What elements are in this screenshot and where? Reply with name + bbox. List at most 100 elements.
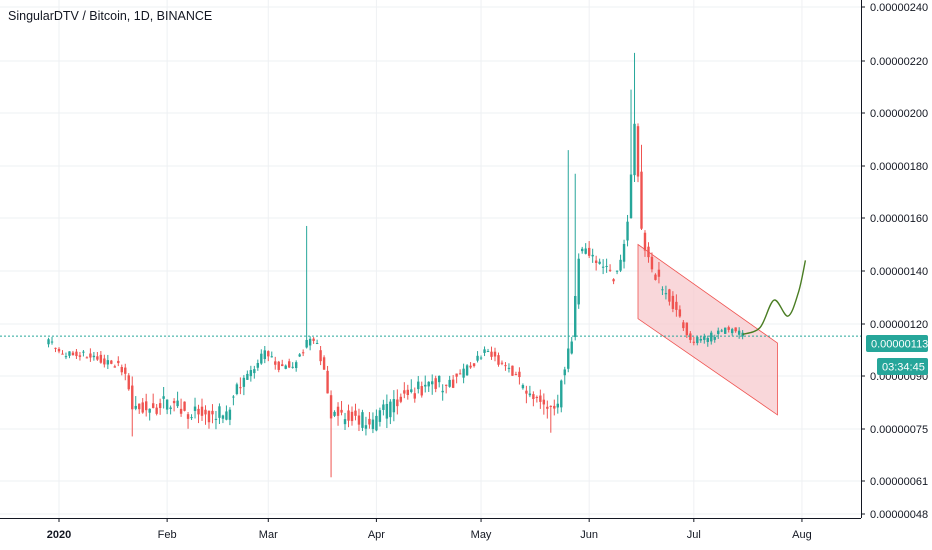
- candle-body: [239, 387, 242, 389]
- candle-body: [608, 269, 612, 271]
- candle-body: [591, 254, 594, 257]
- candle-body: [643, 232, 647, 251]
- candle-body: [308, 338, 312, 346]
- candle-body: [64, 356, 68, 358]
- candle-body: [417, 381, 420, 390]
- time-tick-label: Feb: [158, 529, 177, 541]
- candle-body: [294, 362, 298, 369]
- candle-body: [326, 370, 329, 394]
- candle-body: [82, 351, 85, 353]
- candle-body: [532, 394, 535, 400]
- candle-body: [584, 248, 587, 254]
- candle-body: [403, 390, 406, 394]
- candle-body: [486, 351, 490, 353]
- candle-body: [546, 406, 549, 409]
- candle-body: [382, 404, 385, 410]
- candle-body: [186, 414, 190, 419]
- price-tick-label: 0.00000048: [870, 509, 928, 521]
- candle-body: [434, 378, 437, 389]
- candle-body: [420, 386, 423, 396]
- candle-body: [200, 406, 204, 416]
- time-tick-label: 2020: [47, 529, 71, 541]
- projection-curve[interactable]: [742, 260, 807, 336]
- candle-body: [350, 411, 354, 422]
- candle-body: [615, 270, 619, 272]
- price-tick-label: 0.00000180: [870, 161, 928, 173]
- price-tick-label: 0.00000120: [870, 319, 928, 331]
- candle-body: [737, 330, 741, 335]
- candle-body: [448, 379, 451, 387]
- candle-body: [354, 410, 357, 416]
- candle-body: [92, 355, 96, 358]
- candle-body: [671, 295, 675, 309]
- candle-body: [476, 355, 479, 361]
- candle-body: [601, 266, 605, 268]
- candle-body: [47, 339, 50, 345]
- candle-body: [333, 411, 336, 416]
- candle-body: [141, 402, 144, 413]
- countdown-badge-text: 03:34:45: [882, 362, 925, 374]
- candle-body: [581, 248, 584, 252]
- candle-body: [574, 296, 577, 337]
- time-axis[interactable]: 2020 Feb Mar Apr May Jun Jul Aug: [47, 518, 812, 541]
- candle-body: [437, 375, 441, 383]
- candle-body: [151, 403, 155, 408]
- candle-body: [96, 356, 99, 360]
- candle-body: [197, 408, 200, 415]
- candle-body: [567, 348, 570, 369]
- candle-body: [54, 347, 57, 349]
- candle-body: [500, 362, 504, 364]
- grid-lines: [0, 0, 861, 518]
- candle-body: [57, 348, 61, 352]
- candle-body: [106, 360, 110, 365]
- candle-body: [497, 355, 500, 365]
- channel-area[interactable]: [637, 243, 778, 416]
- candle-body: [413, 393, 416, 399]
- candle-body: [570, 341, 573, 354]
- candle-body: [158, 403, 162, 409]
- candle-body: [371, 419, 375, 430]
- candle-body: [396, 399, 399, 407]
- candle-body: [717, 330, 720, 334]
- price-axis[interactable]: 0.00000240 0.00000220 0.00000200 0.00000180…: [861, 2, 928, 521]
- candle-body: [689, 333, 692, 340]
- candle-body: [587, 247, 591, 256]
- candle-body: [577, 258, 580, 305]
- candle-body: [539, 395, 542, 402]
- candle-body: [640, 171, 643, 229]
- candle-body: [225, 411, 228, 420]
- candle-body: [124, 367, 127, 374]
- candle-body: [455, 373, 458, 377]
- candle-body: [235, 384, 239, 394]
- candle-body: [710, 332, 713, 342]
- candle-body: [263, 350, 266, 360]
- candle-body: [274, 361, 277, 365]
- candle-body: [211, 410, 214, 415]
- candle-body: [340, 409, 343, 413]
- candle-body: [706, 338, 709, 342]
- time-tick-label: Aug: [792, 529, 812, 541]
- countdown-badge-bg: [877, 358, 928, 375]
- candle-body: [305, 339, 308, 348]
- candle-body: [99, 354, 103, 363]
- candle-body: [281, 364, 284, 367]
- candle-body: [542, 399, 546, 405]
- candle-body: [361, 412, 364, 428]
- candle-body: [61, 353, 64, 355]
- candle-body: [117, 360, 120, 364]
- candle-body: [284, 365, 287, 369]
- candle-body: [368, 418, 371, 425]
- candle-body: [462, 368, 465, 378]
- candle-body: [218, 406, 221, 418]
- candle-body: [190, 417, 193, 419]
- candle-body: [165, 399, 169, 410]
- descending-channel[interactable]: [637, 243, 778, 416]
- candle-body: [678, 309, 682, 317]
- candle-body: [713, 336, 716, 340]
- candle-body: [493, 351, 497, 357]
- candle-body: [730, 329, 734, 334]
- candle-body: [378, 410, 382, 422]
- candle-body: [465, 365, 469, 376]
- candle-body: [622, 243, 626, 262]
